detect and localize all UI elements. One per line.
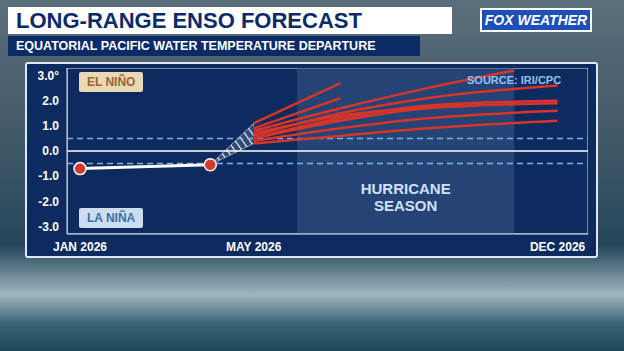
html-text:EL NIÑO: EL NIÑO <box>87 75 136 89</box>
html-text:LA NIÑA: LA NIÑA <box>87 211 136 225</box>
html-text:FOX WEATHER: FOX WEATHER <box>484 12 588 28</box>
svg-text:0.0: 0.0 <box>42 144 59 158</box>
svg-text:MAY 2026: MAY 2026 <box>226 240 282 254</box>
svg-text:-1.0: -1.0 <box>38 169 59 183</box>
svg-text:1.0: 1.0 <box>42 119 59 133</box>
svg-text:2.0: 2.0 <box>42 94 59 108</box>
svg-text:HURRICANESEASON: HURRICANESEASON <box>361 180 451 214</box>
svg-text:3.0°: 3.0° <box>38 69 60 83</box>
html-text:SOURCE: IRI/CPC: SOURCE: IRI/CPC <box>467 74 562 86</box>
html-text:EQUATORIAL PACIFIC WATER TEMPE: EQUATORIAL PACIFIC WATER TEMPERATURE DEP… <box>16 39 376 53</box>
svg-text:-3.0: -3.0 <box>38 220 59 234</box>
svg-text:-2.0: -2.0 <box>38 195 59 209</box>
html-text:LONG-RANGE ENSO FORECAST: LONG-RANGE ENSO FORECAST <box>16 8 362 33</box>
svg-text:JAN 2026: JAN 2026 <box>53 240 107 254</box>
svg-text:DEC 2026: DEC 2026 <box>530 240 586 254</box>
